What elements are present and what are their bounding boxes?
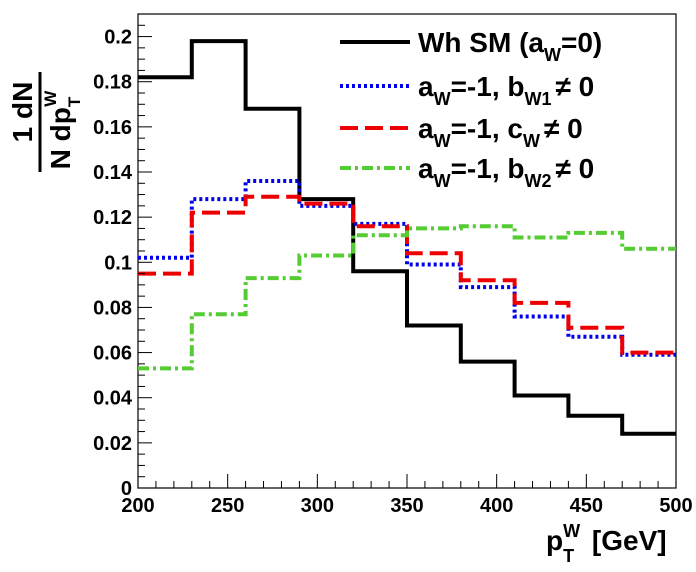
- legend-label-2: aW=-1, bW1 ≠ 0: [418, 71, 594, 109]
- x-tick-label: 350: [390, 495, 423, 517]
- y-tick-label: 0.06: [93, 343, 132, 365]
- y-axis-denominator: N dpTW: [41, 90, 84, 170]
- x-axis-title: pTW [GeV]: [546, 521, 667, 566]
- series-line-1: [138, 39, 676, 436]
- series-layer: [138, 39, 676, 436]
- legend-label-4: aW=-1, bW2 ≠ 0: [418, 153, 594, 191]
- x-tick-label: 300: [301, 495, 334, 517]
- y-tick-label: 0.12: [93, 207, 132, 229]
- x-tick-label: 500: [659, 495, 692, 517]
- y-tick-label: 0.16: [93, 117, 132, 139]
- axis-titles: pTW [GeV] 1 dN N dpTW: [7, 72, 667, 566]
- series-line-4: [138, 224, 676, 371]
- y-tick-label: 0.08: [93, 297, 132, 319]
- legend-label-3: aW=-1, cW ≠ 0: [418, 113, 583, 151]
- y-tick-label: 0.04: [93, 388, 133, 410]
- legend: Wh SM (aW=0) aW=-1, bW1 ≠ 0 aW=-1, cW ≠ 0aW=…: [340, 27, 602, 191]
- y-tick-label: 0.14: [93, 162, 133, 184]
- y-tick-label: 0.2: [104, 27, 132, 49]
- x-tick-label: 450: [570, 495, 603, 517]
- y-axis-numerator: 1 dN: [7, 82, 38, 143]
- y-tick-label: 0.18: [93, 72, 132, 94]
- y-axis-title: 1 dN N dpTW: [7, 72, 84, 172]
- x-tick-label: 250: [211, 495, 244, 517]
- y-tick-label: 0.1: [104, 252, 132, 274]
- legend-label-1: Wh SM (aW=0): [418, 27, 602, 65]
- x-tick-label: 200: [121, 495, 154, 517]
- y-tick-label: 0: [121, 478, 132, 500]
- axes-layer: 200 250 300 350 400 450 500 0 0.02 0.04 0.06 0.08 0.…: [93, 13, 693, 517]
- series-line-3: [138, 194, 676, 355]
- y-tick-label: 0.02: [93, 433, 132, 455]
- x-tick-label: 400: [480, 495, 513, 517]
